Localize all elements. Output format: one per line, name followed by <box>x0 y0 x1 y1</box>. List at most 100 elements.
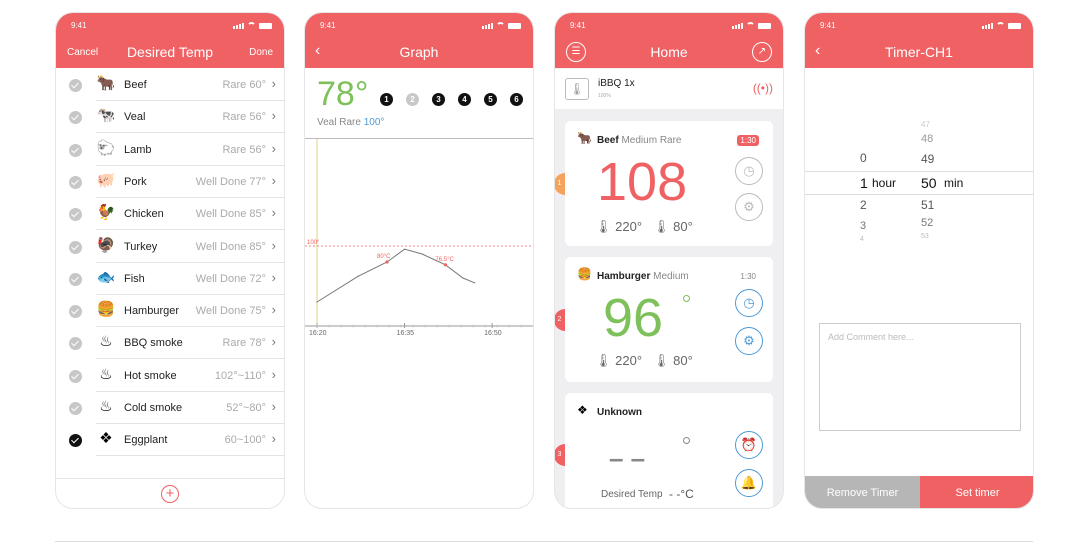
check-icon[interactable] <box>69 79 82 92</box>
back-icon[interactable]: ‹ <box>315 42 321 59</box>
hot-smoke-icon: ♨ <box>99 365 113 383</box>
food-name: Turkey <box>124 240 158 253</box>
back-icon[interactable]: ‹ <box>815 42 821 59</box>
chevron-right-icon: › <box>271 76 276 91</box>
probe-3-button[interactable]: 3 <box>432 93 445 106</box>
check-icon[interactable] <box>69 305 82 319</box>
alarm-temp-icon[interactable]: ⚙ <box>735 327 763 355</box>
probe-card-3[interactable]: 3 ❖ Unknown – – Desired Temp - -°C ⏰ 🔔 <box>555 393 773 508</box>
food-row-beef[interactable]: 🐂 Beef Rare 60° › <box>56 69 284 101</box>
nav-bar: 9:41 ☰ Home ↗ <box>555 13 783 68</box>
food-row-veal[interactable]: 🐄 Veal Rare 56° › <box>56 101 284 134</box>
hour-option[interactable]: 4 <box>860 236 864 243</box>
probe-food-name: Unknown <box>597 407 642 418</box>
page-title: Timer-CH1 <box>885 44 953 60</box>
cow-icon: 🐂 <box>577 131 592 145</box>
timer-screen: 9:41 ‹ Timer-CH1 0 1 2 3 4 hour 47 48 49 50 51 52 53… <box>804 12 1034 509</box>
device-name: iBBQ 1x <box>598 78 635 89</box>
hour-option[interactable]: 1 <box>860 175 868 191</box>
cancel-button[interactable]: Cancel <box>67 47 99 58</box>
alarm-clock-icon[interactable]: ⏰ <box>735 431 763 459</box>
status-time: 9:41 <box>71 21 87 30</box>
hour-option[interactable]: 2 <box>860 198 867 212</box>
food-row-turkey[interactable]: 🦃 Turkey Well Done 85° › <box>56 231 284 263</box>
remove-timer-button[interactable]: Remove Timer <box>805 476 920 508</box>
minute-unit-label[interactable]: min <box>944 176 964 190</box>
set-timer-button[interactable]: Set timer <box>920 476 1033 508</box>
battery-icon <box>1008 23 1021 29</box>
food-row-fish[interactable]: 🐟 Fish Well Done 72° › <box>56 263 284 295</box>
check-icon[interactable] <box>69 402 82 415</box>
chevron-right-icon: › <box>271 269 276 285</box>
bell-icon[interactable]: 🔔 <box>735 469 763 497</box>
food-row-hot-smoke[interactable]: ♨ Hot smoke 102°~110° › <box>56 360 284 392</box>
timer-icon[interactable]: ◷ <box>735 289 763 317</box>
minute-option[interactable]: 47 <box>921 120 930 129</box>
fish-icon: 🐟 <box>96 268 116 286</box>
minute-option[interactable]: 49 <box>921 152 935 166</box>
add-icon[interactable]: + <box>161 485 179 503</box>
probe-target-temp: 🌡 80° <box>653 219 693 234</box>
check-icon[interactable] <box>69 208 82 222</box>
menu-icon[interactable]: ☰ <box>566 42 586 62</box>
chicken-icon: 🐓 <box>96 204 116 222</box>
minute-option[interactable]: 53 <box>921 233 929 240</box>
page-title: Desired Temp <box>126 44 214 60</box>
signal-icon <box>732 23 743 29</box>
probe-2-button[interactable]: 2 <box>406 93 419 106</box>
hour-option[interactable]: 3 <box>860 220 867 232</box>
comment-field[interactable]: Add Comment here... <box>819 323 1021 431</box>
chevron-right-icon: › <box>271 205 276 221</box>
timer-label: 1:30 <box>740 272 756 281</box>
check-icon[interactable] <box>69 434 82 448</box>
probe-tag: 3 <box>555 444 565 466</box>
check-icon[interactable] <box>69 111 82 125</box>
food-row-hamburger[interactable]: 🍔 Hamburger Well Done 75° › <box>56 295 284 328</box>
chart-icon[interactable]: ↗ <box>752 42 772 62</box>
degree-icon <box>683 437 690 444</box>
threshold-label: 100° <box>307 240 320 246</box>
probe-4-button[interactable]: 4 <box>458 93 471 106</box>
food-row-bbq-smoke[interactable]: ♨ BBQ smoke Rare 78° › <box>56 327 284 360</box>
minute-option[interactable]: 52 <box>921 217 934 229</box>
minute-option[interactable]: 48 <box>921 133 934 145</box>
food-doneness: Well Done 77° <box>195 175 266 188</box>
check-icon[interactable] <box>69 369 82 383</box>
eggplant-icon: ❖ <box>99 430 113 448</box>
food-name: Hot smoke <box>124 369 177 382</box>
probe-card-1[interactable]: 1 🐂 Beef Medium Rare 1:30 108 🌡 220° 🌡 8… <box>555 121 773 246</box>
food-row-lamb[interactable]: 🐑 Lamb Rare 56° › <box>56 134 284 166</box>
hour-unit-label[interactable]: hour <box>872 176 897 190</box>
doneness: Rare <box>339 117 361 128</box>
home-screen: 9:41 ☰ Home ↗ 🌡 iBBQ 1x 100% ((•)) 1 🐂 B… <box>554 12 784 509</box>
probe-5-button[interactable]: 5 <box>484 93 497 106</box>
food-row-eggplant[interactable]: ❖ Eggplant 60~100° › <box>56 424 284 457</box>
hour-option[interactable]: 0 <box>860 151 867 165</box>
check-icon[interactable] <box>69 240 82 254</box>
food-name: Cold smoke <box>124 402 183 414</box>
minute-option[interactable]: 50 <box>921 175 937 191</box>
device-bar[interactable]: 🌡 iBBQ 1x 100% ((•)) <box>555 69 783 109</box>
alarm-temp-icon[interactable]: ⚙ <box>735 193 763 221</box>
probe-food-name: Hamburger <box>597 271 651 282</box>
battery-icon <box>758 23 771 29</box>
food-doneness: Well Done 72° <box>195 272 266 285</box>
done-button[interactable]: Done <box>249 47 273 58</box>
probe-6-button[interactable]: 6 <box>510 93 523 106</box>
check-icon[interactable] <box>69 143 82 157</box>
food-row-cold-smoke[interactable]: ♨ Cold smoke 52°~80° › <box>56 392 284 424</box>
minute-option[interactable]: 51 <box>921 198 935 212</box>
chevron-right-icon: › <box>271 140 276 156</box>
turkey-icon: 🦃 <box>96 236 116 254</box>
timer-icon[interactable]: ◷ <box>735 157 763 185</box>
check-icon[interactable] <box>69 175 82 189</box>
probe-1-button[interactable]: 1 <box>380 93 393 106</box>
probe-card-2[interactable]: 2 🍔 Hamburger Medium 1:30 96 🌡 220° 🌡 80… <box>555 257 773 382</box>
check-icon[interactable] <box>69 272 82 286</box>
check-icon[interactable] <box>69 337 82 351</box>
probe-target-temp: 🌡 80° <box>653 353 693 368</box>
food-row-pork[interactable]: 🐖 Pork Well Done 77° › <box>56 166 284 198</box>
food-doneness: Rare 56° <box>222 111 266 124</box>
food-row-chicken[interactable]: 🐓 Chicken Well Done 85° › <box>56 198 284 231</box>
